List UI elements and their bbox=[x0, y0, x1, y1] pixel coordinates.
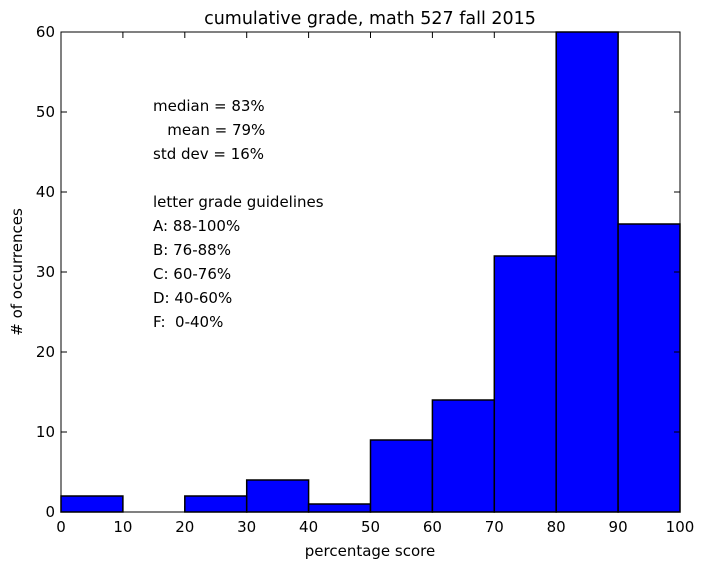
y-tick-label: 60 bbox=[36, 23, 55, 41]
annotation-line: B: 76-88% bbox=[153, 241, 231, 259]
x-tick-label: 80 bbox=[547, 518, 566, 536]
annotation-line: A: 88-100% bbox=[153, 217, 240, 235]
annotation-line: median = 83% bbox=[153, 97, 265, 115]
x-tick-label: 70 bbox=[485, 518, 504, 536]
y-tick-label: 0 bbox=[45, 503, 55, 521]
x-tick-label: 20 bbox=[175, 518, 194, 536]
histogram-bar bbox=[431, 399, 496, 513]
histogram-bar bbox=[617, 223, 681, 513]
histogram-bar bbox=[184, 495, 248, 513]
annotation-line: std dev = 16% bbox=[153, 145, 264, 163]
x-tick-label: 30 bbox=[237, 518, 256, 536]
histogram-bar bbox=[245, 479, 310, 513]
chart-title: cumulative grade, math 527 fall 2015 bbox=[204, 9, 536, 29]
histogram-bar bbox=[307, 503, 372, 513]
histogram-bar bbox=[493, 255, 557, 513]
y-tick-label: 40 bbox=[36, 183, 55, 201]
y-tick-label: 20 bbox=[36, 343, 55, 361]
x-axis-label: percentage score bbox=[305, 542, 435, 560]
y-tick-label: 30 bbox=[36, 263, 55, 281]
histogram-bar bbox=[555, 31, 619, 513]
annotation-line: D: 40-60% bbox=[153, 289, 232, 307]
annotation-line: F: 0-40% bbox=[153, 313, 223, 331]
y-axis-label: # of occurrences bbox=[8, 208, 26, 336]
plot-frame bbox=[60, 31, 681, 513]
histogram-bar bbox=[60, 495, 124, 513]
annotation-line: letter grade guidelines bbox=[153, 193, 324, 211]
bars-group bbox=[60, 31, 681, 513]
y-tick-label: 10 bbox=[36, 423, 55, 441]
annotation-line: C: 60-76% bbox=[153, 265, 231, 283]
x-tick-label: 0 bbox=[56, 518, 66, 536]
x-tick-label: 100 bbox=[666, 518, 695, 536]
ticks-group: 0 10 20 30 40 50 60 70 80 90 100 0 10 20 30 40 50 60 bbox=[36, 23, 694, 536]
x-tick-label: 10 bbox=[113, 518, 132, 536]
x-tick-label: 90 bbox=[609, 518, 628, 536]
x-tick-label: 60 bbox=[423, 518, 442, 536]
y-tick-label: 50 bbox=[36, 103, 55, 121]
annotation-line: mean = 79% bbox=[153, 121, 265, 139]
x-tick-label: 40 bbox=[299, 518, 318, 536]
histogram-bar bbox=[369, 439, 434, 513]
x-tick-label: 50 bbox=[361, 518, 380, 536]
annotation-text: median = 83% mean = 79% std dev = 16% lett… bbox=[153, 97, 324, 331]
